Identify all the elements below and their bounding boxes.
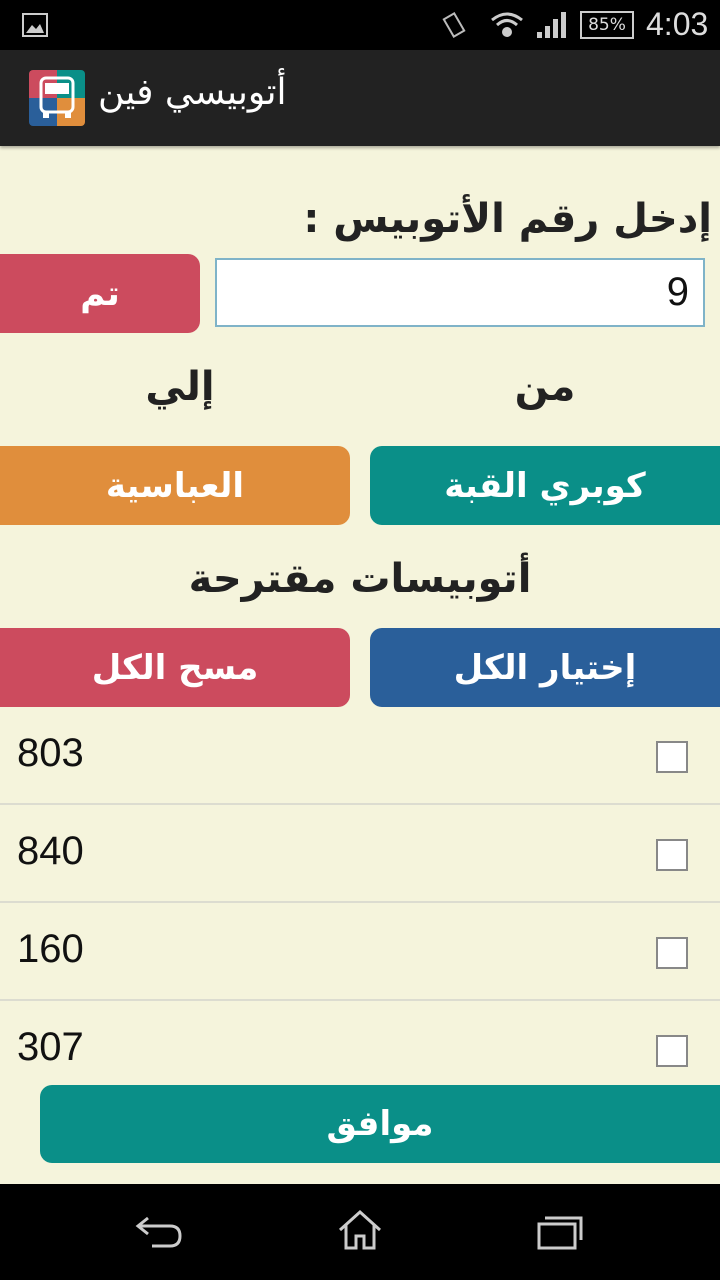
checkbox[interactable]: [656, 1035, 688, 1067]
home-icon[interactable]: [336, 1208, 384, 1252]
app-bar: أتوبيسي فين: [0, 50, 720, 146]
bus-logo-icon[interactable]: [29, 70, 85, 126]
suggested-heading: أتوبيسات مقترحة: [188, 556, 532, 602]
battery-level: 85%: [588, 15, 626, 35]
select-all-button[interactable]: إختيار الكل: [370, 628, 720, 707]
bus-number-input[interactable]: [215, 258, 705, 327]
back-icon[interactable]: [134, 1214, 184, 1250]
list-item[interactable]: 160: [0, 903, 720, 1001]
done-button[interactable]: تم: [0, 254, 200, 333]
checkbox[interactable]: [656, 839, 688, 871]
app-title: أتوبيسي فين: [98, 72, 287, 113]
bus-number: 307: [17, 1025, 84, 1069]
from-label: من: [514, 364, 576, 410]
bus-number: 803: [17, 731, 84, 775]
image-icon: [22, 13, 48, 37]
recent-apps-icon[interactable]: [536, 1212, 584, 1252]
battery-icon: 85%: [580, 11, 634, 39]
clock: 4:03: [646, 6, 709, 42]
vibrate-icon: [442, 11, 466, 39]
navigation-bar: [0, 1184, 720, 1280]
bus-number: 160: [17, 927, 84, 971]
list-item[interactable]: 803: [0, 707, 720, 805]
checkbox[interactable]: [656, 937, 688, 969]
clear-all-button[interactable]: مسح الكل: [0, 628, 350, 707]
signal-icon: [537, 12, 566, 38]
status-bar: 85% 4:03: [0, 0, 720, 50]
wifi-icon: [491, 12, 523, 37]
checkbox[interactable]: [656, 741, 688, 773]
list-item[interactable]: 307: [0, 1001, 720, 1099]
list-item[interactable]: 840: [0, 805, 720, 903]
from-station-button[interactable]: كوبري القبة: [370, 446, 720, 525]
bus-number: 840: [17, 829, 84, 873]
to-label: إلي: [145, 364, 215, 410]
ok-button[interactable]: موافق: [40, 1085, 720, 1163]
bus-number-label: إدخل رقم الأتوبيس :: [303, 196, 712, 242]
to-station-button[interactable]: العباسية: [0, 446, 350, 525]
